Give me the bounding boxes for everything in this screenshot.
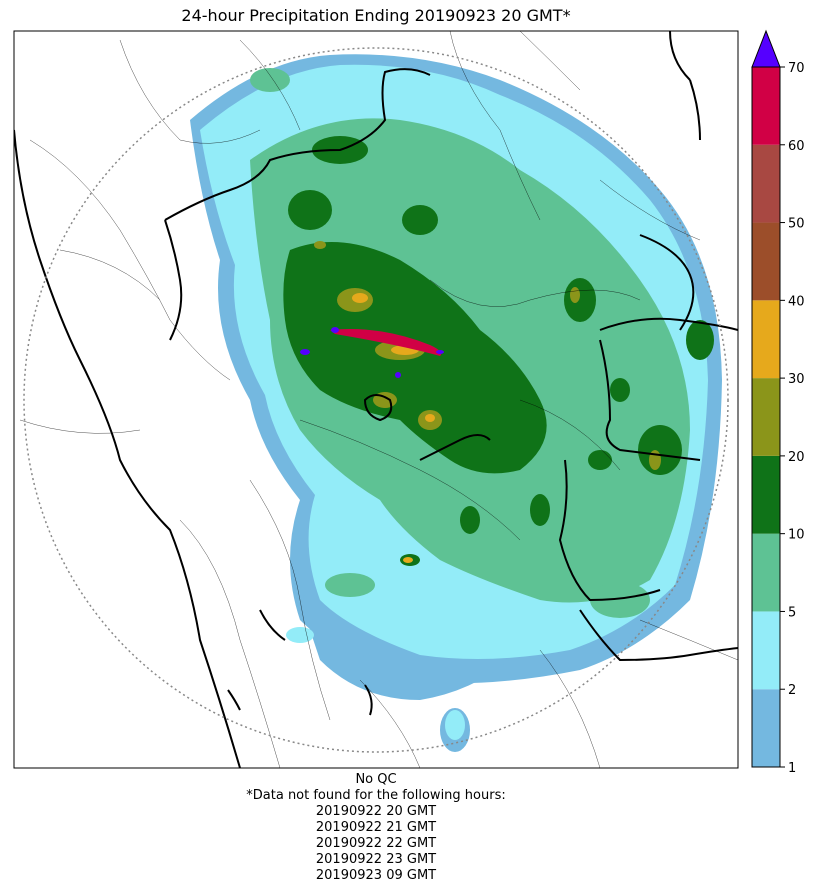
- colorbar-segment: [752, 222, 780, 301]
- colorbar-segment: [752, 611, 780, 690]
- district-boundaries: [19, 31, 738, 768]
- colorbar-segment: [752, 144, 780, 223]
- colorbar-extend-arrow: [751, 29, 781, 68]
- precip-layer-50-plus: [300, 327, 444, 378]
- colorbar-segment: [752, 455, 780, 534]
- colorbar-tick-label: 10: [788, 528, 805, 543]
- map-frame: [13, 30, 739, 769]
- colorbar-tick-label: 40: [788, 294, 805, 309]
- colorbar-tick-label: 50: [788, 217, 805, 232]
- missing-hour: 20190922 20 GMT: [315, 804, 437, 819]
- data-notes: No QC *Data not found for the following …: [14, 772, 738, 884]
- colorbar-tick-label: 60: [788, 139, 805, 154]
- colorbar-segment: [752, 533, 780, 612]
- state-boundaries: [14, 31, 738, 768]
- colorbar-tick-label: 70: [788, 61, 805, 76]
- colorbar-segment: [752, 300, 780, 379]
- missing-hours-header: *Data not found for the following hours:: [246, 788, 506, 803]
- colorbar-tick-label: 5: [788, 605, 796, 620]
- colorbar-segment: [752, 378, 780, 456]
- missing-hour: 20190922 22 GMT: [315, 836, 437, 851]
- colorbar-segment: [752, 689, 780, 767]
- missing-hour: 20190922 23 GMT: [315, 852, 437, 867]
- colorbar-segments: [752, 67, 780, 767]
- colorbar-tick-label: 20: [788, 450, 805, 465]
- colorbar-ticks: 1 2 5 10 20 30 40 50 60 70: [780, 61, 805, 776]
- qc-note: No QC: [355, 772, 397, 787]
- map-content: [14, 31, 738, 768]
- map-title: 24-hour Precipitation Ending 20190923 20…: [181, 6, 571, 25]
- colorbar-frame: [751, 66, 781, 768]
- colorbar-tick-label: 2: [788, 683, 796, 698]
- missing-hour: 20190922 21 GMT: [315, 820, 437, 835]
- colorbar-tick-label: 1: [788, 761, 796, 776]
- colorbar-segment: [752, 67, 780, 145]
- colorbar-tick-label: 30: [788, 372, 805, 387]
- missing-hour: 20190923 09 GMT: [315, 868, 437, 883]
- radar-range-ring: [23, 47, 729, 753]
